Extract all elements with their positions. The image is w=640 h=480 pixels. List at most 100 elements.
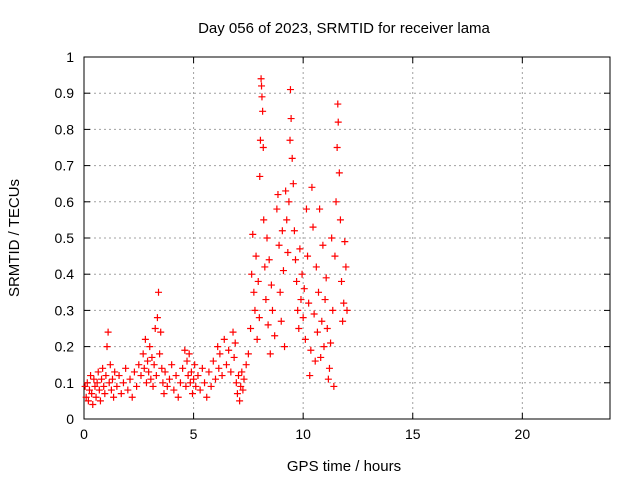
data-point	[321, 296, 329, 304]
data-point	[244, 350, 252, 358]
data-point	[222, 361, 230, 369]
data-point	[179, 364, 187, 372]
data-point	[105, 379, 113, 387]
data-point	[317, 353, 325, 361]
data-point	[227, 368, 235, 376]
data-point	[286, 86, 294, 94]
data-point	[329, 306, 337, 314]
data-point	[198, 364, 206, 372]
data-point	[84, 397, 92, 405]
data-point	[261, 263, 269, 271]
data-point	[181, 346, 189, 354]
y-tick-label: 0.6	[55, 194, 75, 210]
y-tick-label: 0.9	[55, 85, 75, 101]
data-point	[271, 332, 279, 340]
data-point	[319, 241, 327, 249]
data-point	[108, 375, 116, 383]
data-point	[176, 379, 184, 387]
data-points	[81, 75, 351, 409]
data-point	[293, 277, 301, 285]
y-tick-label: 0.7	[55, 158, 75, 174]
data-point	[254, 277, 262, 285]
data-point	[282, 187, 290, 195]
data-point	[288, 154, 296, 162]
data-point	[229, 328, 237, 336]
data-point	[205, 368, 213, 376]
data-point	[95, 386, 103, 394]
data-point	[150, 361, 158, 369]
data-point	[290, 227, 298, 235]
data-point	[263, 234, 271, 242]
data-point	[266, 350, 274, 358]
data-point	[218, 372, 226, 380]
data-point	[322, 274, 330, 282]
data-point	[235, 372, 243, 380]
data-point	[110, 393, 118, 401]
data-point	[214, 343, 222, 351]
x-tick-labels: 0 5 10 15 20	[80, 426, 530, 442]
data-point	[220, 335, 228, 343]
data-point	[334, 118, 342, 126]
data-point	[104, 328, 112, 336]
data-point	[258, 82, 266, 90]
data-point	[130, 368, 138, 376]
data-point	[144, 357, 152, 365]
data-point	[148, 353, 156, 361]
data-point	[277, 317, 285, 325]
axis-ticks	[83, 56, 610, 420]
data-point	[259, 144, 267, 151]
data-point	[88, 390, 96, 398]
data-point	[101, 390, 109, 398]
data-point	[122, 364, 130, 372]
data-point	[311, 357, 319, 365]
data-point	[94, 368, 102, 376]
data-point	[310, 310, 318, 318]
data-point	[168, 361, 176, 369]
data-point	[250, 288, 258, 296]
data-point	[194, 372, 202, 380]
data-point	[82, 393, 90, 401]
data-point	[291, 256, 299, 264]
data-point	[142, 379, 150, 387]
y-tick-label: 1	[66, 49, 74, 65]
data-point	[99, 364, 107, 372]
data-point	[212, 375, 219, 383]
x-tick-label: 15	[405, 426, 421, 442]
x-axis-label: GPS time / hours	[287, 458, 401, 475]
data-point	[159, 379, 167, 387]
data-point	[238, 368, 246, 376]
data-point	[247, 325, 255, 332]
data-point	[139, 350, 147, 358]
data-point	[191, 361, 199, 369]
data-point	[284, 248, 292, 256]
data-point	[251, 306, 259, 314]
data-point	[146, 343, 154, 351]
data-point	[267, 281, 275, 289]
data-point	[215, 364, 223, 372]
data-point	[236, 397, 244, 405]
data-point	[306, 372, 314, 380]
data-point	[133, 382, 141, 390]
data-point	[140, 364, 148, 372]
y-tick-label: 0.4	[55, 266, 75, 282]
data-point	[170, 386, 178, 394]
y-tick-label: 0	[66, 411, 74, 427]
data-point	[165, 375, 173, 383]
data-point	[184, 372, 192, 380]
data-point	[338, 277, 346, 285]
data-point	[96, 397, 104, 405]
data-point	[327, 339, 335, 347]
data-point	[256, 136, 264, 144]
data-point	[106, 361, 114, 369]
data-point	[201, 379, 209, 387]
data-point	[89, 401, 97, 409]
data-point	[203, 393, 211, 401]
data-point	[91, 382, 99, 390]
data-point	[287, 115, 295, 123]
data-point	[289, 180, 297, 188]
data-point	[255, 314, 263, 322]
data-point	[81, 382, 89, 390]
data-point	[156, 350, 164, 358]
data-point	[183, 357, 191, 365]
data-point	[260, 216, 268, 224]
